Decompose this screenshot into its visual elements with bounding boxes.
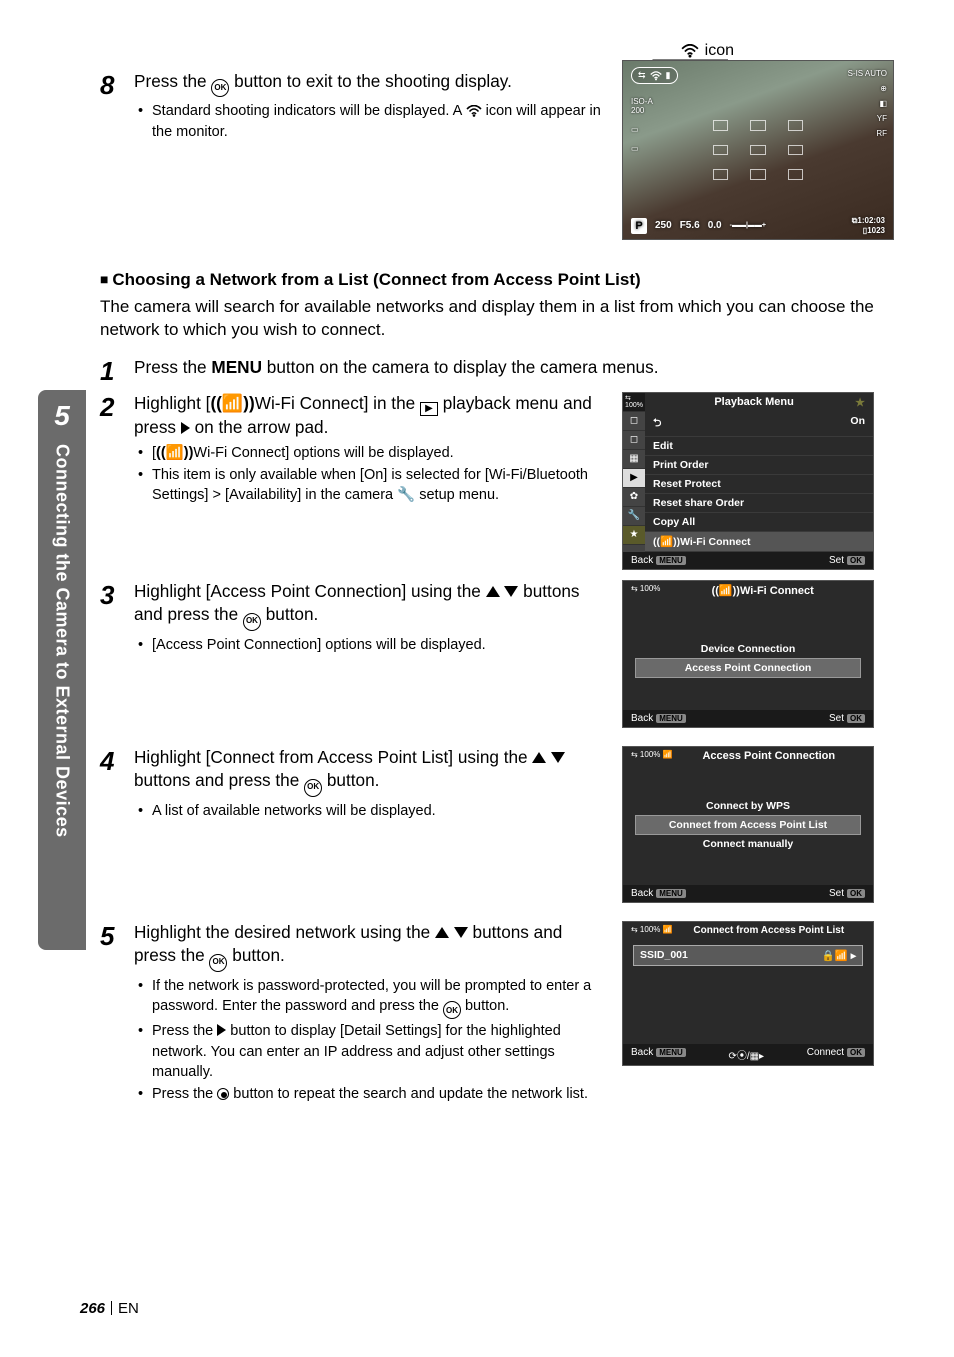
arrow-down-icon (551, 752, 565, 763)
step-number: 8 (100, 70, 134, 98)
section-heading: Choosing a Network from a List (Connect … (100, 270, 894, 290)
arrow-right-icon (181, 422, 190, 434)
playback-menu-screenshot: ⇆100% ◻◻▦▶✿🔧★ Playback Menu★ ⮌On Edit Pr… (622, 392, 874, 570)
step-text: Highlight [((📶))Wi-Fi Connect] in the ▶ … (134, 392, 602, 439)
arrow-down-icon (454, 927, 468, 938)
playback-icon: ▶ (420, 402, 438, 416)
shooting-display-thumbnail: ⇆ ▮ ISO-A200 ▭ ▭ S-IS AUTO ⊕ ◧ YF R (622, 60, 894, 240)
step-number: 5 (100, 921, 134, 949)
step-bullet: Press the button to repeat the search an… (152, 1084, 602, 1104)
wrench-icon: 🔧 (397, 487, 415, 503)
wifi-status-box: ⇆ ▮ (631, 67, 678, 84)
step-text: Highlight [Connect from Access Point Lis… (134, 746, 602, 797)
ssid-row: SSID_001🔒📶 ▸ (633, 945, 863, 966)
step-bullet: This item is only available when [On] is… (152, 465, 602, 506)
step-bullet: [((📶))Wi-Fi Connect] options will be dis… (152, 443, 602, 463)
wifi-connect-icon: ((📶)) (156, 445, 193, 461)
step-text: Press the MENU button on the camera to d… (134, 356, 894, 379)
step-number: 2 (100, 392, 134, 420)
wifi-connect-screenshot: ⇆ 100%((📶))Wi-Fi Connect Device Connecti… (622, 580, 874, 728)
arrow-up-icon (435, 927, 449, 938)
ok-icon: OK (443, 1001, 461, 1019)
page-footer: 266EN (80, 1300, 139, 1317)
wifi-connect-icon: ((📶)) (210, 393, 254, 413)
arrow-up-icon (532, 752, 546, 763)
step-bullet: If the network is password-protected, yo… (152, 976, 602, 1020)
lcd-tabs: ⇆100% ◻◻▦▶✿🔧★ (623, 393, 645, 552)
step-text: Highlight the desired network using the … (134, 921, 602, 972)
ok-icon: OK (304, 779, 322, 797)
section-intro: The camera will search for available net… (100, 296, 894, 342)
step-number: 3 (100, 580, 134, 608)
step-number: 1 (100, 356, 134, 384)
lcd-menu-list: Playback Menu★ ⮌On Edit Print Order Rese… (645, 393, 873, 552)
arrow-down-icon (504, 586, 518, 597)
ok-icon: OK (211, 79, 229, 97)
ok-icon: OK (243, 613, 261, 631)
shoot-left-indicators: ISO-A200 ▭ ▭ (631, 97, 653, 153)
step-bullet: Standard shooting indicators will be dis… (152, 101, 602, 142)
shoot-bottom-bar: P 250 F5.6 0.0 -▬▬|▬▬+ ⧉1:02:03 ▯1023 (623, 216, 893, 235)
ssid-list-screenshot: ⇆ 100% 📶Connect from Access Point List S… (622, 921, 874, 1066)
arrow-up-icon (486, 586, 500, 597)
step-text: Press the OK button to exit to the shoot… (134, 70, 602, 97)
ap-connection-screenshot: ⇆ 100% 📶Access Point Connection Connect … (622, 746, 874, 903)
shoot-right-indicators: S-IS AUTO ⊕ ◧ YF RF (848, 69, 887, 138)
step-bullet: [Access Point Connection] options will b… (152, 635, 602, 655)
step-bullet: Press the button to display [Detail Sett… (152, 1021, 602, 1082)
step-text: Highlight [Access Point Connection] usin… (134, 580, 602, 631)
wifi-icon (466, 105, 482, 117)
record-icon (217, 1088, 229, 1100)
af-targets (713, 120, 803, 180)
step-number: 4 (100, 746, 134, 774)
ok-icon: OK (209, 954, 227, 972)
arrow-right-icon (217, 1024, 226, 1036)
step-bullet: A list of available networks will be dis… (152, 801, 602, 821)
